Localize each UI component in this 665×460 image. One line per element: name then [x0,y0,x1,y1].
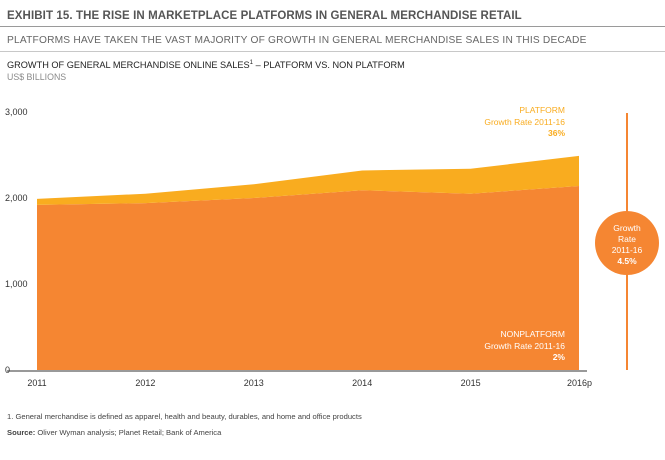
x-tick-label: 2013 [244,378,264,388]
y-tick-label: 3,000 [5,107,28,117]
total-growth-label-line: Rate [618,234,636,244]
x-tick-label: 2015 [461,378,481,388]
subtitle-divider [0,51,665,52]
exhibit-subtitle: PLATFORMS HAVE TAKEN THE VAST MAJORITY O… [7,35,587,46]
source-label: Source: [7,428,36,437]
x-tick-label: 2014 [352,378,372,388]
chart-title-suffix: – PLATFORM VS. NON PLATFORM [253,60,405,71]
nonplatform-growth-value: 2% [553,352,566,362]
x-tick-label: 2011 [27,378,46,388]
chart-title: GROWTH OF GENERAL MERCHANDISE ONLINE SAL… [7,60,405,70]
platform-growth-value: 36% [548,128,565,138]
y-tick-label: 1,000 [5,279,28,289]
y-tick-label: 0 [5,365,10,375]
nonplatform-growth-label: Growth Rate 2011-16 [484,341,565,351]
total-growth-label-line: 4.5% [617,256,637,266]
platform-growth-label: Growth Rate 2011-16 [484,117,565,127]
total-growth-label-line: 2011-16 [612,245,643,255]
platform-series-label: PLATFORM [519,105,565,115]
series-area-nonplatform [37,185,579,370]
footnote: 1. General merchandise is defined as app… [7,412,362,421]
exhibit-title: EXHIBIT 15. THE RISE IN MARKETPLACE PLAT… [7,10,522,22]
source-note: Source: Oliver Wyman analysis; Planet Re… [7,428,221,437]
chart-title-footnote-mark: 1 [249,60,254,66]
y-axis-unit-label: US$ BILLIONS [7,72,67,82]
x-tick-label: 2012 [135,378,155,388]
total-growth-circle [595,211,659,275]
series-area-platform [37,155,579,205]
x-tick-label: 2016p [567,378,592,388]
source-text: Oliver Wyman analysis; Planet Retail; Ba… [35,428,222,437]
nonplatform-series-label: NONPLATFORM [500,329,565,339]
title-divider [0,26,665,27]
chart-title-main: GROWTH OF GENERAL MERCHANDISE ONLINE SAL… [7,60,250,71]
y-tick-label: 2,000 [5,193,28,203]
total-growth-label-line: Growth [613,223,641,233]
